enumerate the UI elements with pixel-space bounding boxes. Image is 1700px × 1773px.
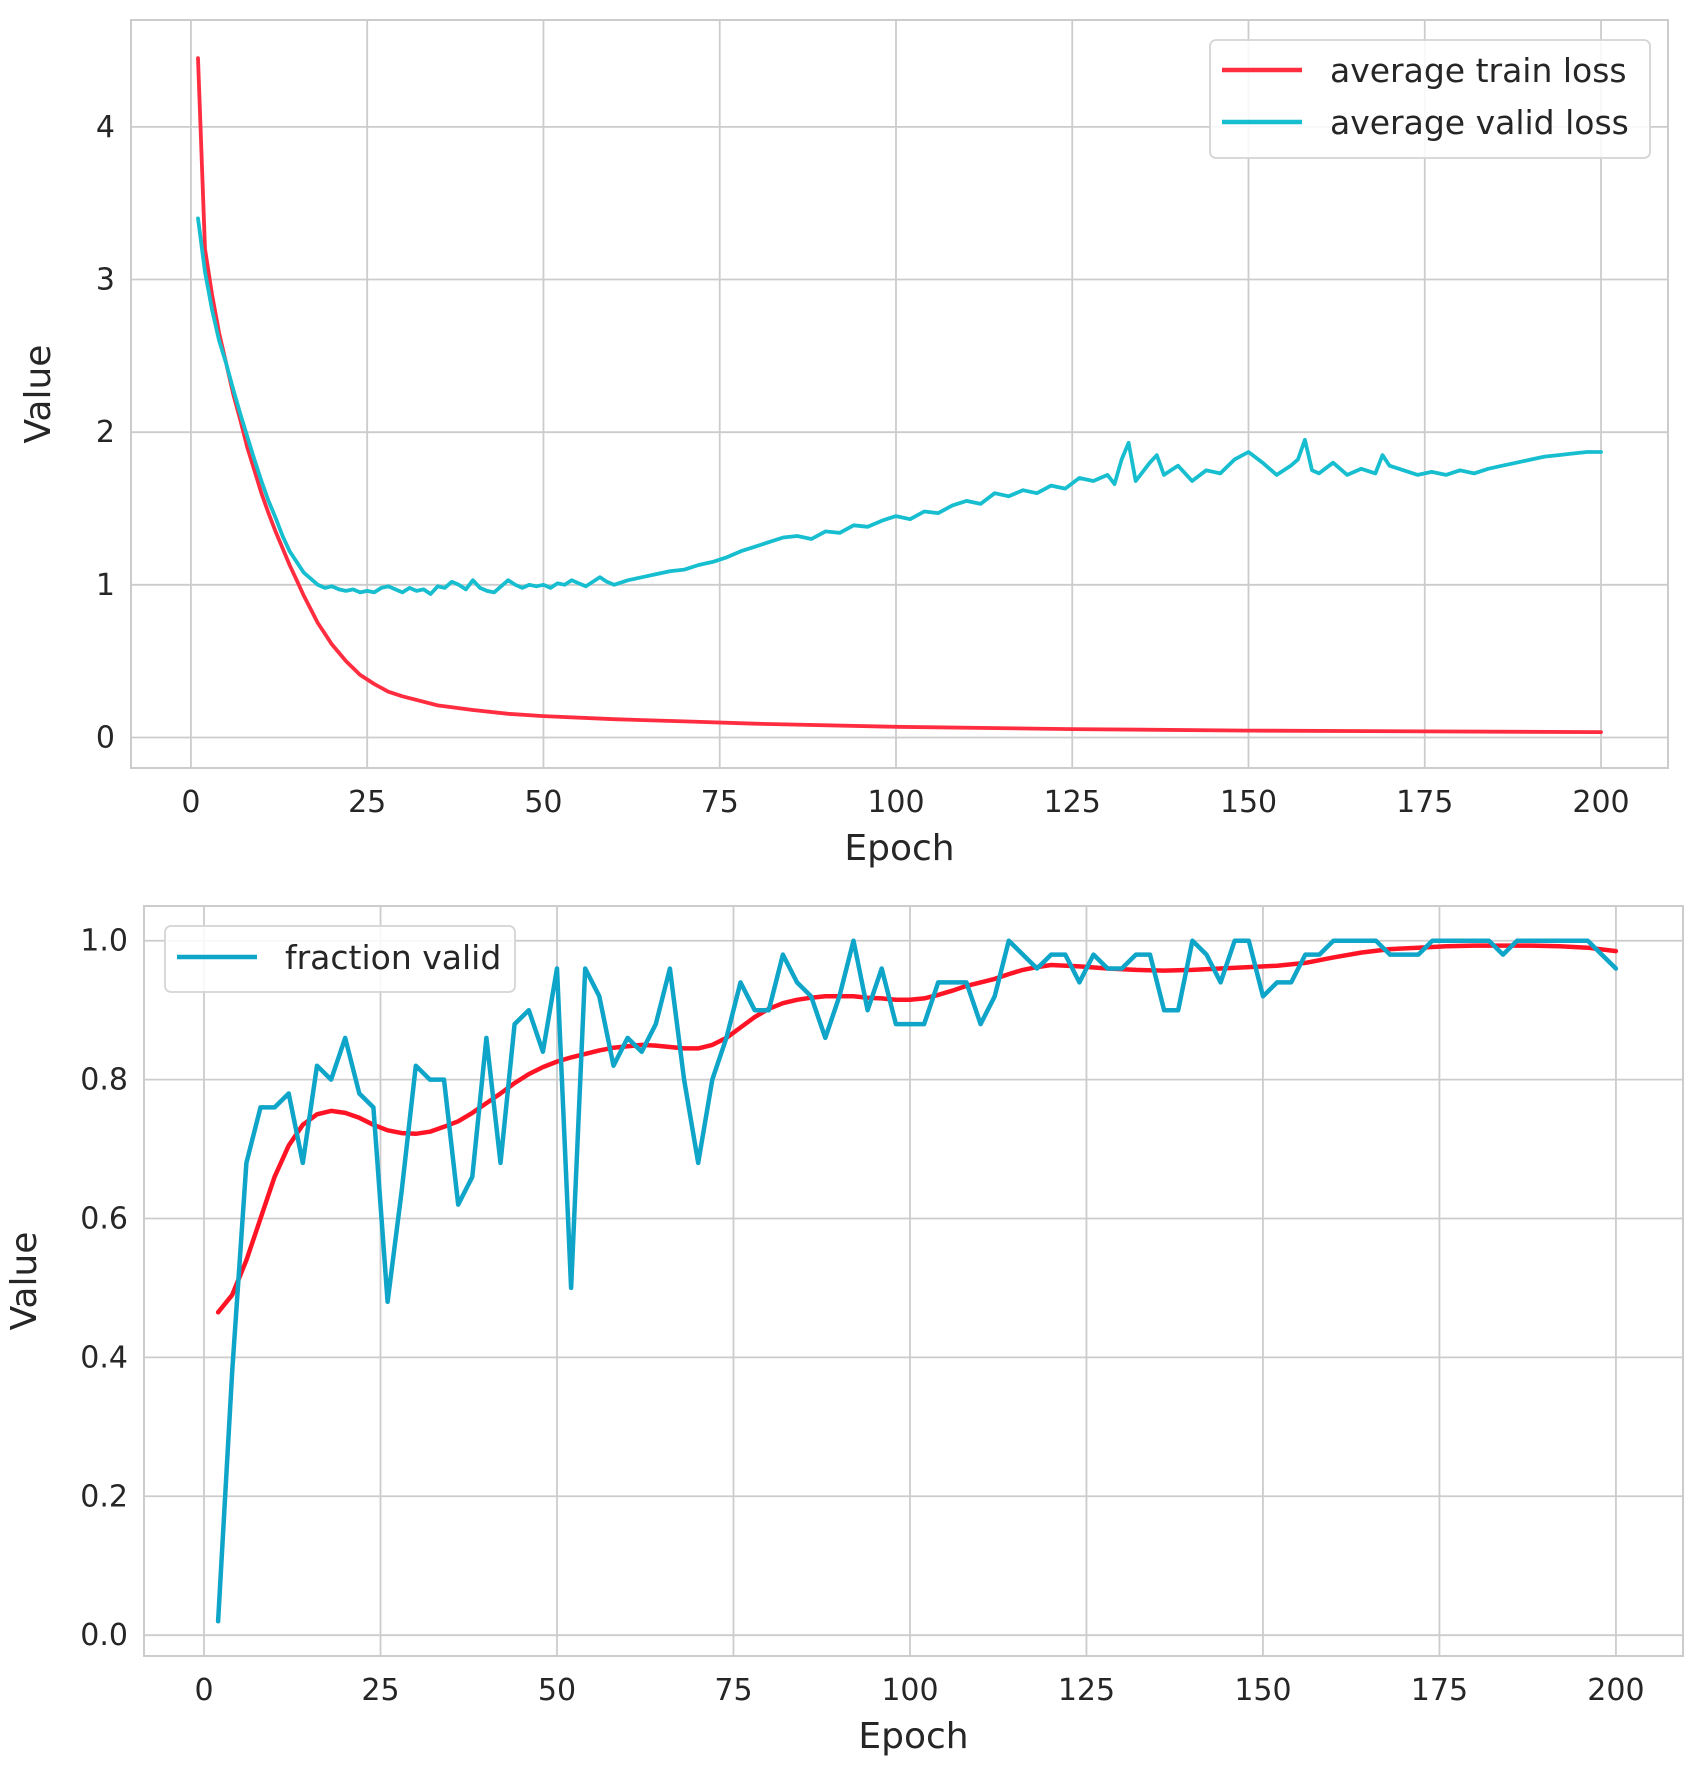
y-tick-label: 0.8 xyxy=(80,1063,128,1098)
x-tick-label: 150 xyxy=(1234,1673,1291,1708)
legend: fraction valid xyxy=(164,925,516,993)
legend-entry: average valid loss xyxy=(1330,103,1629,142)
x-tick-label: 75 xyxy=(701,785,739,820)
x-tick-label: 150 xyxy=(1220,785,1277,820)
plot-frame xyxy=(143,905,1684,1657)
average-valid-loss-line xyxy=(196,216,1603,596)
legend-entry: average train loss xyxy=(1330,51,1627,90)
y-axis-label: Value xyxy=(18,345,59,444)
x-tick-label: 100 xyxy=(881,1673,938,1708)
legend-entry: fraction valid xyxy=(285,938,501,977)
y-tick-label: 0.6 xyxy=(80,1202,128,1237)
legend: average train loss average valid loss xyxy=(1209,39,1651,159)
x-tick-label: 200 xyxy=(1572,785,1629,820)
x-tick-label: 200 xyxy=(1587,1673,1644,1708)
x-tick-label: 0 xyxy=(181,785,200,820)
y-tick-label: 0 xyxy=(96,720,115,755)
fraction-valid-chart: 0 25 50 75 100 125 150 175 200 0.0 0.2 0.4 0.6 0.8 1.0… xyxy=(4,905,1684,1757)
average-train-loss-line xyxy=(196,56,1603,734)
x-axis-label: Epoch xyxy=(844,828,954,869)
x-tick-label: 0 xyxy=(194,1673,213,1708)
grid xyxy=(144,906,1683,1656)
legend-box xyxy=(1209,39,1651,159)
smoothed-trend-line xyxy=(215,943,1619,1315)
x-tick-label: 50 xyxy=(524,785,562,820)
y-tick-label: 0.0 xyxy=(80,1618,128,1653)
y-tick-label: 0.2 xyxy=(80,1479,128,1514)
x-tick-label: 75 xyxy=(714,1673,752,1708)
y-tick-label: 0.4 xyxy=(80,1340,128,1375)
y-tick-label: 4 xyxy=(96,110,115,145)
x-tick-label: 175 xyxy=(1396,785,1453,820)
x-axis-label: Epoch xyxy=(858,1716,968,1757)
plot-frame xyxy=(130,19,1669,769)
x-tick-label: 125 xyxy=(1058,1673,1115,1708)
y-tick-label: 1 xyxy=(96,568,115,603)
x-tick-label: 50 xyxy=(538,1673,576,1708)
x-tick-label: 25 xyxy=(361,1673,399,1708)
x-tick-label: 25 xyxy=(348,785,386,820)
loss-chart: 0 25 50 75 100 125 150 175 200 0 1 2 3 4 Epoch Value ave… xyxy=(18,19,1669,869)
x-tick-label: 175 xyxy=(1411,1673,1468,1708)
y-tick-label: 3 xyxy=(96,263,115,298)
x-tick-label: 125 xyxy=(1044,785,1101,820)
y-tick-label: 1.0 xyxy=(80,924,128,959)
y-tick-label: 2 xyxy=(96,415,115,450)
legend-box xyxy=(164,925,516,993)
x-tick-label: 100 xyxy=(867,785,924,820)
y-axis-label: Value xyxy=(4,1232,45,1331)
fraction-valid-line xyxy=(215,938,1619,1624)
